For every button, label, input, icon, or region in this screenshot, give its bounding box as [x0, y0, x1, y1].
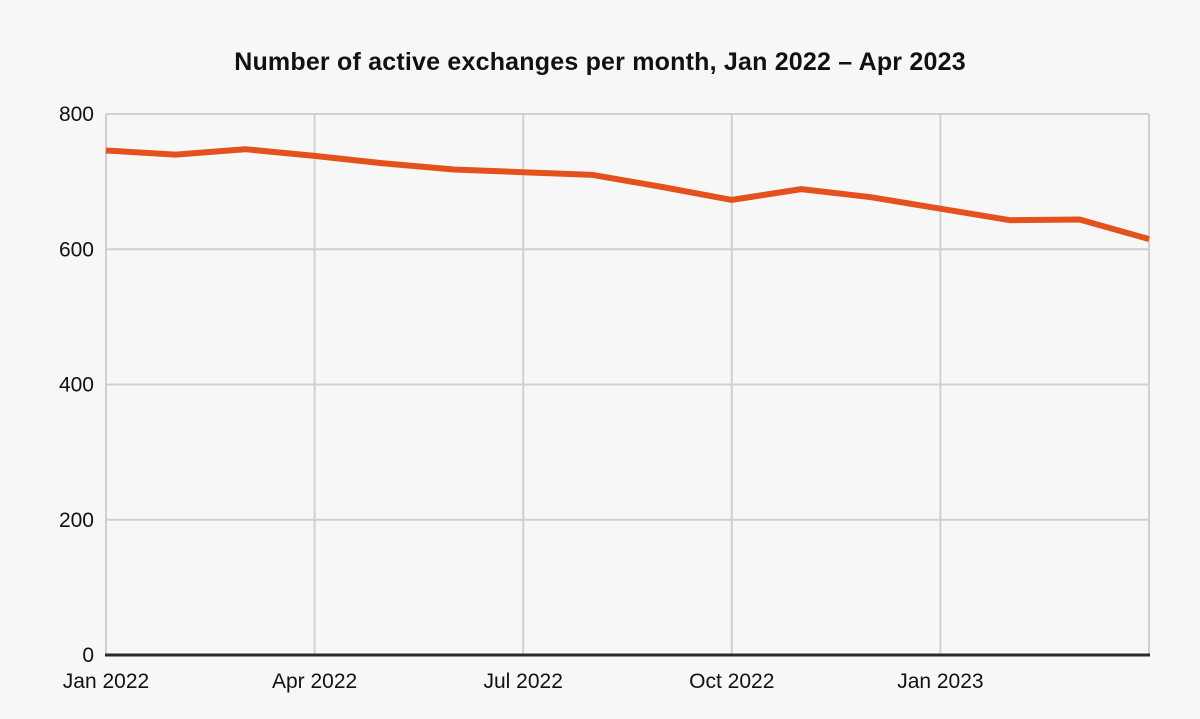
x-tick-label: Jan 2022 — [63, 670, 149, 693]
y-tick-label: 200 — [59, 509, 94, 532]
data-line — [105, 146, 1150, 242]
x-tick-label: Jul 2022 — [483, 670, 562, 693]
y-tick-label: 0 — [82, 644, 94, 667]
y-tick-label: 400 — [59, 374, 94, 397]
chart-title: Number of active exchanges per month, Ja… — [234, 48, 966, 76]
y-tick-label: 600 — [59, 238, 94, 261]
x-tick-label: Apr 2022 — [272, 670, 357, 693]
y-tick-label: 800 — [59, 103, 94, 126]
x-tick-label: Jan 2023 — [897, 670, 983, 693]
x-tick-label: Oct 2022 — [689, 670, 774, 693]
